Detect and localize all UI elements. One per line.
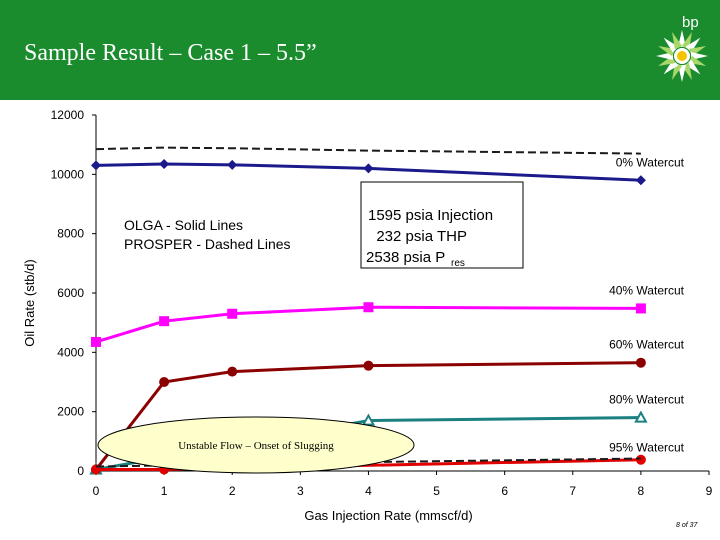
x-tick-label: 2 <box>229 484 236 498</box>
data-point-diamond <box>159 158 170 169</box>
data-point-square <box>363 302 374 313</box>
x-axis-label: Gas Injection Rate (mmscf/d) <box>304 508 472 523</box>
data-point-diamond <box>227 159 238 170</box>
logo-petal <box>685 37 701 53</box>
data-point-square <box>635 303 646 314</box>
logo-petal <box>656 52 673 60</box>
logo-petal <box>663 37 679 53</box>
data-point-square <box>91 336 101 347</box>
x-tick-label: 4 <box>365 484 372 498</box>
condition-thp: 232 psia THP <box>368 228 467 245</box>
data-point-square <box>159 316 170 327</box>
y-axis-label: Oil Rate (stb/d) <box>22 259 37 346</box>
y-tick-label: 10000 <box>51 167 85 181</box>
x-tick-label: 3 <box>297 484 304 498</box>
conditions-box <box>360 181 524 269</box>
x-tick-label: 0 <box>93 484 100 498</box>
data-point-circle <box>227 366 238 377</box>
legend-note-line: OLGA - Solid Lines <box>124 217 243 233</box>
logo-petal <box>663 59 679 75</box>
data-point-triangle <box>361 413 376 426</box>
logo-petal <box>678 65 686 82</box>
oil-rate-chart: 0 2000 4000 6000 8000 10000 12000 0 1 2 3 4 5 6 7 8 9 Gas… <box>22 108 713 523</box>
x-tick-label: 7 <box>569 484 576 498</box>
bp-helios-logo-icon <box>656 30 708 82</box>
unstable-flow-label: Unstable Flow – Onset of Slugging <box>178 440 334 452</box>
data-point-square <box>227 308 238 319</box>
series-label: 95% Watercut <box>609 441 685 455</box>
y-tick-label: 2000 <box>57 405 84 419</box>
condition-injection: 1595 psia Injection <box>368 207 493 224</box>
series-label: 80% Watercut <box>609 393 685 407</box>
series-line <box>95 305 641 344</box>
series-line <box>95 146 641 155</box>
legend-note-line: PROSPER - Dashed Lines <box>124 236 291 252</box>
slide-title: Sample Result – Case 1 – 5.5” <box>24 40 317 66</box>
series-label: 40% Watercut <box>609 283 685 297</box>
logo-petal <box>691 52 708 60</box>
x-tick-label: 1 <box>161 484 168 498</box>
y-tick-label: 8000 <box>57 227 84 241</box>
x-tick-label: 6 <box>501 484 508 498</box>
x-tick-label: 5 <box>433 484 440 498</box>
data-point-diamond <box>91 160 101 171</box>
y-tick-label: 12000 <box>51 108 85 122</box>
page-number: 8 of 37 <box>676 522 698 529</box>
logo-petal <box>685 59 701 75</box>
data-point-circle <box>363 360 374 371</box>
unstable-flow-ellipse <box>97 416 415 474</box>
x-tick-label: 8 <box>638 484 645 498</box>
data-point-circle <box>635 357 646 368</box>
data-point-diamond <box>363 163 374 174</box>
logo-petal <box>672 31 683 50</box>
series-label: 60% Watercut <box>609 338 685 352</box>
condition-pres: 2538 psia P <box>366 249 445 266</box>
series-label: 0% Watercut <box>616 155 685 169</box>
y-tick-label: 0 <box>77 464 84 478</box>
data-point-diamond <box>635 175 646 186</box>
brand-text: bp <box>682 14 699 31</box>
data-point-circle <box>159 377 170 387</box>
y-tick-label: 6000 <box>57 286 84 300</box>
slide-header: Sample Result – Case 1 – 5.5” bp <box>0 0 720 100</box>
data-point-triangle <box>634 410 648 423</box>
data-point-circle <box>635 454 646 465</box>
condition-pres-subscript: res <box>451 258 465 269</box>
logo-petal <box>678 30 686 47</box>
y-tick-label: 4000 <box>57 345 84 359</box>
x-tick-label: 9 <box>706 484 713 498</box>
